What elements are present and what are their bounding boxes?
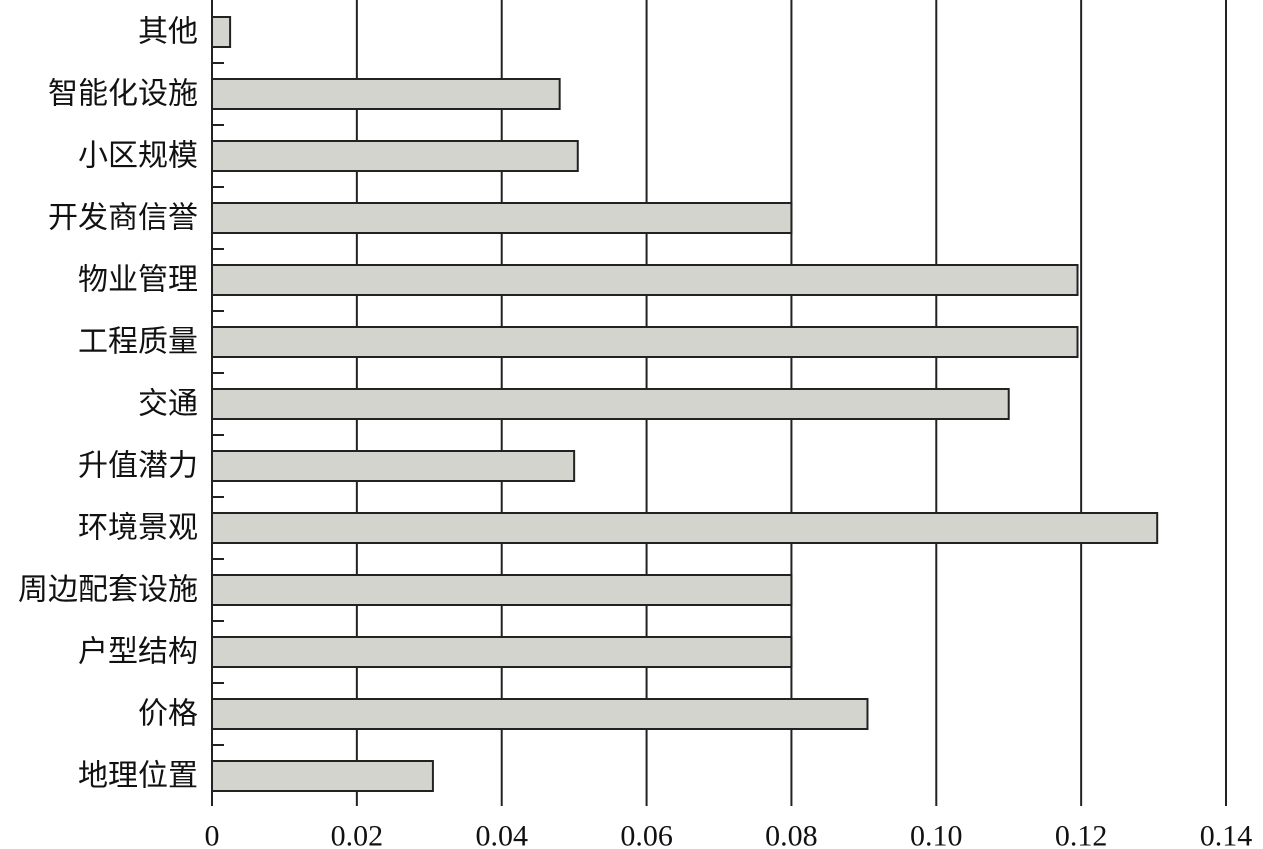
x-tick-labels: 0 0.02 0.04 0.06 0.08 0.10 0.12 0.14	[205, 820, 1253, 849]
bar	[211, 698, 869, 730]
category-label: 交通	[138, 388, 198, 421]
bar	[211, 636, 793, 668]
bar	[211, 388, 1010, 420]
bar	[211, 760, 434, 792]
category-labels: 其他智能化设施小区规模开发商信誉物业管理工程质量交通升值潜力环境景观周边配套设施…	[18, 16, 198, 793]
category-label: 工程质量	[78, 326, 198, 359]
bar	[211, 264, 1079, 296]
category-label: 开发商信誉	[48, 202, 198, 235]
bar	[211, 16, 232, 48]
x-tick-label: 0.06	[620, 820, 673, 849]
category-label: 地理位置	[78, 760, 198, 793]
category-label: 升值潜力	[78, 450, 198, 483]
bar	[211, 512, 1159, 544]
category-label: 户型结构	[78, 636, 198, 669]
category-label: 物业管理	[78, 264, 198, 297]
x-tick-label: 0.12	[1055, 820, 1108, 849]
bar	[211, 326, 1079, 358]
x-tick-label: 0.10	[910, 820, 963, 849]
bar	[211, 140, 579, 172]
x-tick-label: 0.02	[331, 820, 384, 849]
category-label: 其他	[138, 16, 198, 49]
category-label: 小区规模	[78, 140, 198, 173]
x-tick-label: 0	[205, 820, 220, 849]
bar	[211, 202, 793, 234]
x-tick-label: 0.04	[475, 820, 528, 849]
bar	[211, 78, 561, 110]
category-label: 环境景观	[78, 512, 198, 545]
category-label: 价格	[138, 698, 198, 731]
category-label: 智能化设施	[48, 78, 198, 111]
bar	[211, 450, 576, 482]
category-label: 周边配套设施	[18, 574, 198, 607]
bar	[211, 574, 793, 606]
bars	[211, 16, 1159, 792]
x-tick-label: 0.08	[765, 820, 818, 849]
x-tick-label: 0.14	[1200, 820, 1253, 849]
